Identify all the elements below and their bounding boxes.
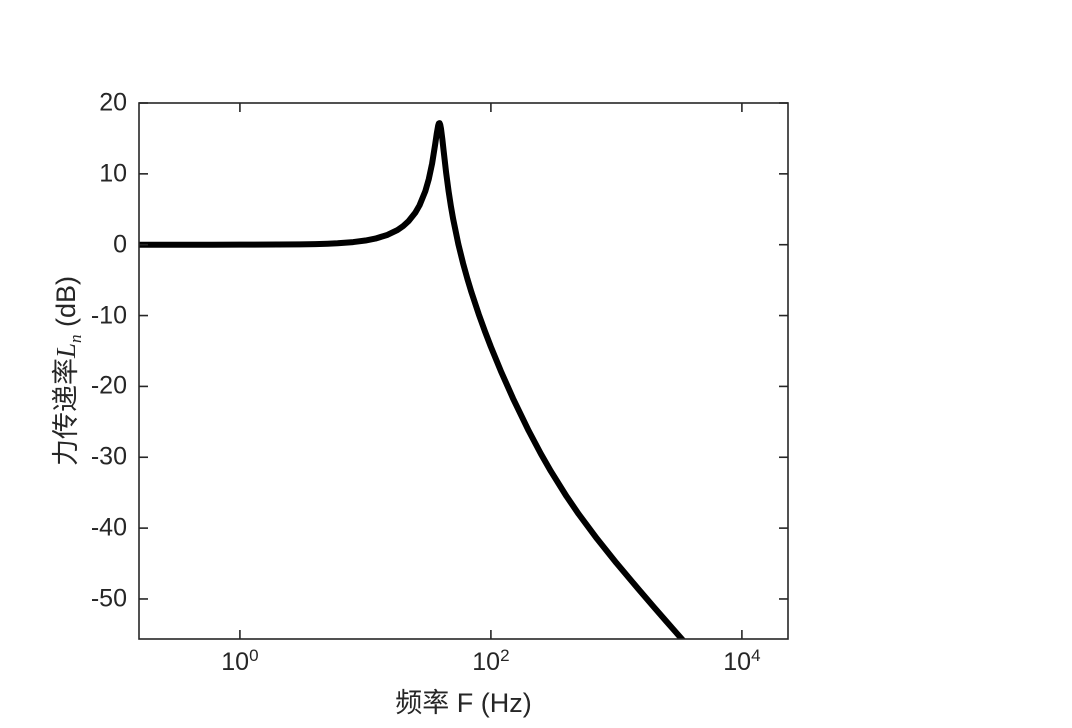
y-tick-label: -30 [90,442,127,471]
x-axis-label: 频率 F (Hz) [395,688,532,718]
y-tick-label: 20 [99,88,127,117]
y-tick-label: -40 [90,513,127,542]
x-tick-exponent: 4 [751,646,761,665]
x-tick-base: 10 [723,648,752,676]
x-tick-exponent: 0 [249,646,259,665]
y-tick-label: -50 [90,584,127,613]
y-axis-label-unit: (dB) [51,275,81,335]
x-tick-base: 10 [221,648,250,676]
y-axis-label-subscript: n [66,334,85,343]
y-tick-label: 0 [113,230,127,259]
x-tick-label: 102 [472,646,509,677]
axes-box [138,102,789,640]
y-tick-label: 10 [99,159,127,188]
y-tick-label: -20 [90,371,127,400]
y-tick-label: -10 [90,301,127,330]
y-axis-label-text: 力传递率 [51,358,81,467]
y-axis-label-symbol: L [51,342,81,359]
x-tick-exponent: 2 [500,646,510,665]
x-tick-base: 10 [472,648,501,676]
x-tick-label: 104 [723,646,760,677]
x-tick-label: 100 [221,646,258,677]
y-axis-label: 力传递率Ln (dB) [51,276,91,466]
transmissibility-curve [139,120,686,639]
